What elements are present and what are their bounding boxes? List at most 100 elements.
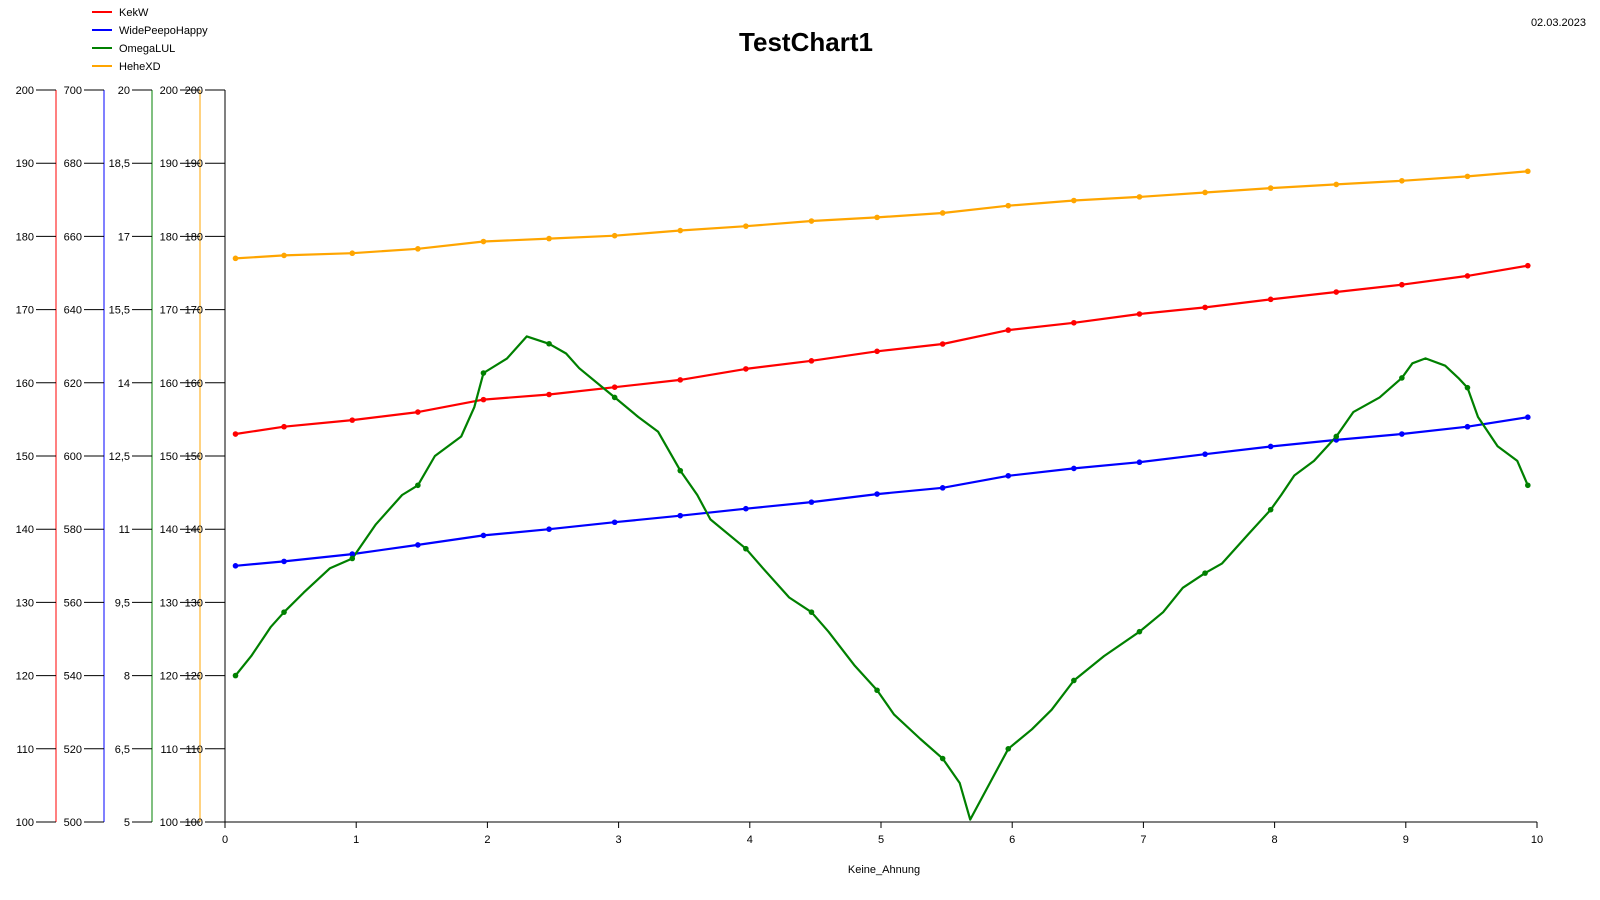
data-point: [1333, 433, 1340, 440]
x-tick-label: 2: [484, 834, 490, 846]
y-tick-label: 9,5: [115, 597, 130, 609]
y-axis-1: 100 110 120 130 140 150 160 170 180 190 200: [16, 85, 57, 829]
markers-hehexd: [232, 168, 1531, 262]
y-tick-label: 190: [16, 158, 34, 170]
y-tick-label: 170: [160, 305, 178, 317]
data-point: [611, 384, 618, 390]
y-tick-label: 180: [160, 231, 178, 243]
data-point: [1005, 327, 1012, 333]
y-tick-label: 680: [64, 158, 82, 170]
data-point: [480, 370, 487, 376]
y-tick-label: 12,5: [109, 451, 130, 463]
data-point: [808, 358, 815, 364]
y-tick-label: 130: [160, 597, 178, 609]
data-point: [1525, 482, 1531, 489]
y-tick-label: 520: [64, 744, 82, 756]
y-tick-label: 140: [185, 524, 203, 536]
x-tick-label: 7: [1140, 834, 1146, 846]
y-tick-label: 160: [16, 378, 34, 390]
markers-widepeepohappy: [232, 414, 1531, 569]
data-point: [611, 519, 618, 526]
y-tick-label: 170: [185, 305, 203, 317]
data-point: [1136, 311, 1143, 317]
x-tick-label: 9: [1403, 834, 1409, 846]
data-point: [1005, 472, 1012, 479]
y-tick-label: 120: [160, 671, 178, 683]
data-point: [1071, 465, 1077, 472]
y-tick-label: 150: [185, 451, 203, 463]
y-tick-label: 110: [160, 744, 178, 756]
data-point: [232, 672, 239, 679]
chart-title: TestChart1: [739, 27, 873, 57]
legend-label: WidePeepoHappy: [119, 25, 208, 37]
y-tick-label: 140: [160, 524, 178, 536]
data-point: [808, 499, 815, 505]
y-tick-label: 100: [16, 817, 34, 829]
y-tick-label: 500: [64, 817, 82, 829]
data-point: [1464, 273, 1471, 279]
y-tick-label: 560: [64, 597, 82, 609]
data-point: [546, 391, 552, 398]
chart-axes: 1001101201301401501601701801902005005205…: [16, 85, 1543, 846]
data-point: [874, 687, 880, 694]
data-point: [415, 409, 421, 415]
y-tick-label: 120: [16, 671, 34, 683]
data-point: [349, 417, 356, 423]
data-point: [415, 246, 421, 252]
data-point: [939, 341, 946, 347]
y-tick-label: 180: [16, 231, 34, 243]
y-tick-label: 200: [160, 85, 178, 97]
series-omegalul: [234, 335, 1529, 821]
data-point: [611, 394, 618, 401]
data-point: [415, 482, 421, 489]
y-tick-label: 11: [119, 524, 130, 536]
x-tick-label: 10: [1531, 834, 1543, 846]
markers-kekw: [232, 262, 1531, 437]
data-point: [1071, 197, 1077, 204]
y-tick-label: 700: [64, 85, 82, 97]
data-point: [1464, 173, 1471, 180]
x-tick-label: 8: [1272, 834, 1278, 846]
data-point: [939, 755, 946, 762]
data-point: [349, 555, 356, 562]
data-point: [1267, 506, 1274, 513]
data-point: [1202, 451, 1208, 457]
data-point: [1525, 414, 1531, 421]
data-point: [1399, 281, 1405, 288]
data-point: [1136, 628, 1143, 635]
y-tick-label: 150: [160, 451, 178, 463]
y-tick-label: 130: [16, 597, 34, 609]
data-point: [808, 609, 815, 615]
y-tick-label: 160: [160, 378, 178, 390]
y-tick-label: 200: [16, 85, 34, 97]
data-point: [1399, 431, 1405, 437]
legend-item: OmegaLUL: [92, 43, 175, 55]
data-point: [480, 238, 487, 245]
y-tick-label: 18,5: [109, 158, 130, 170]
data-point: [1005, 202, 1012, 209]
data-point: [546, 340, 552, 347]
data-point: [677, 512, 684, 519]
data-point: [480, 396, 487, 403]
y-tick-label: 17: [118, 231, 130, 243]
data-point: [874, 491, 880, 497]
y-tick-label: 120: [185, 671, 203, 683]
data-point: [1136, 459, 1143, 466]
data-point: [939, 485, 946, 491]
y-tick-label: 130: [185, 597, 203, 609]
chart-legend: KekW WidePeepoHappy OmegaLUL HeheXD: [92, 7, 208, 73]
x-axis-label: Keine_Ahnung: [848, 864, 920, 876]
data-point: [281, 609, 287, 615]
data-point: [677, 227, 684, 234]
markers-omegalul: [232, 340, 1531, 762]
x-tick-label: 0: [222, 834, 228, 846]
y-tick-label: 5: [124, 817, 130, 829]
legend-item: KekW: [92, 7, 149, 19]
data-point: [1464, 423, 1471, 430]
x-tick-label: 6: [1009, 834, 1015, 846]
data-point: [743, 223, 749, 229]
y-tick-label: 190: [160, 158, 178, 170]
y-axis-3: 5 6,5 8 9,5 11 12,5 14 15,5 17 18,5 20: [109, 85, 153, 829]
data-point: [1399, 375, 1405, 381]
data-point: [349, 551, 356, 557]
